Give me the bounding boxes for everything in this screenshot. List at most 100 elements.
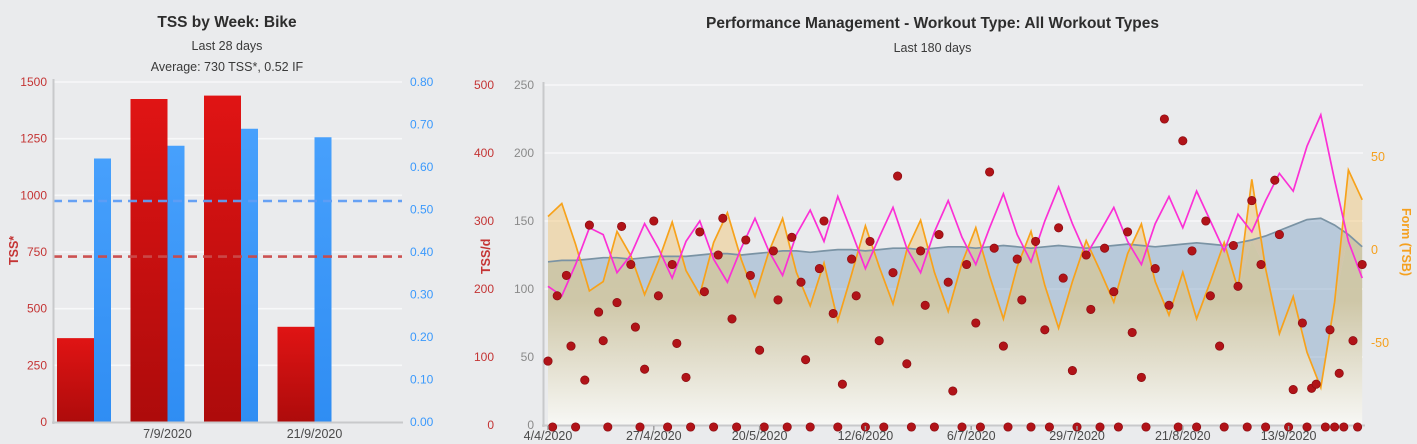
daily-tss-dot[interactable]	[1348, 336, 1358, 346]
daily-tss-dot[interactable]	[1109, 287, 1119, 297]
daily-tss-dot[interactable]	[640, 364, 650, 374]
daily-tss-dot[interactable]	[975, 422, 985, 432]
daily-tss-dot[interactable]	[1205, 291, 1215, 301]
daily-tss-dot[interactable]	[718, 213, 728, 223]
daily-tss-dot[interactable]	[663, 422, 673, 432]
daily-tss-dot[interactable]	[1215, 341, 1225, 351]
daily-tss-dot[interactable]	[1178, 136, 1188, 146]
daily-tss-dot[interactable]	[865, 236, 875, 246]
daily-tss-dot[interactable]	[1297, 318, 1307, 328]
daily-tss-dot[interactable]	[1026, 422, 1036, 432]
daily-tss-dot[interactable]	[943, 277, 953, 287]
daily-tss-dot[interactable]	[1054, 223, 1064, 233]
daily-tss-dot[interactable]	[916, 246, 926, 256]
daily-tss-dot[interactable]	[1242, 422, 1252, 432]
daily-tss-dot[interactable]	[686, 422, 696, 432]
daily-tss-dot[interactable]	[1219, 422, 1229, 432]
daily-tss-dot[interactable]	[1311, 379, 1321, 389]
daily-tss-dot[interactable]	[584, 220, 594, 230]
daily-tss-dot[interactable]	[801, 355, 811, 365]
daily-tss-dot[interactable]	[1150, 264, 1160, 274]
daily-tss-dot[interactable]	[1247, 196, 1257, 206]
daily-tss-dot[interactable]	[819, 216, 829, 226]
daily-tss-dot[interactable]	[1095, 422, 1105, 432]
daily-tss-dot[interactable]	[814, 264, 824, 274]
daily-tss-dot[interactable]	[879, 422, 889, 432]
daily-tss-dot[interactable]	[893, 171, 903, 181]
daily-tss-dot[interactable]	[695, 227, 705, 237]
daily-tss-dot[interactable]	[1201, 216, 1211, 226]
daily-tss-dot[interactable]	[1086, 304, 1096, 314]
daily-tss-dot[interactable]	[1081, 250, 1091, 260]
daily-tss-dot[interactable]	[543, 356, 553, 366]
daily-tss-dot[interactable]	[962, 259, 972, 270]
orange-form-line[interactable]	[547, 166, 1363, 391]
daily-tss-dot[interactable]	[1270, 175, 1280, 185]
daily-tss-dot[interactable]	[1288, 385, 1298, 395]
daily-tss-dot[interactable]	[796, 277, 806, 287]
daily-tss-dot[interactable]	[1127, 327, 1137, 338]
if-week-bar[interactable]	[167, 145, 185, 423]
daily-tss-dot[interactable]	[1274, 230, 1284, 240]
daily-tss-dot[interactable]	[1330, 422, 1340, 432]
daily-tss-dot[interactable]	[653, 291, 663, 301]
if-week-bar[interactable]	[241, 128, 258, 423]
daily-tss-dot[interactable]	[833, 422, 843, 432]
tss-week-bar[interactable]	[130, 99, 168, 423]
daily-tss-dot[interactable]	[1164, 300, 1174, 310]
daily-tss-dot[interactable]	[906, 422, 916, 432]
daily-tss-dot[interactable]	[1067, 366, 1077, 376]
daily-tss-dot[interactable]	[1040, 325, 1050, 335]
daily-tss-dot[interactable]	[888, 268, 898, 278]
daily-tss-dot[interactable]	[1233, 281, 1243, 291]
daily-tss-dot[interactable]	[1003, 422, 1013, 432]
daily-tss-dot[interactable]	[649, 216, 659, 226]
daily-tss-dot[interactable]	[612, 298, 622, 308]
daily-tss-dot[interactable]	[1192, 422, 1202, 432]
daily-tss-dot[interactable]	[630, 322, 640, 332]
daily-tss-dot[interactable]	[603, 422, 613, 432]
daily-tss-dot[interactable]	[934, 230, 944, 240]
if-week-bar[interactable]	[94, 158, 111, 424]
daily-tss-dot[interactable]	[732, 422, 742, 432]
daily-tss-dot[interactable]	[699, 287, 709, 297]
daily-tss-dot[interactable]	[1320, 422, 1330, 432]
daily-tss-dot[interactable]	[755, 345, 765, 355]
daily-tss-dot[interactable]	[989, 243, 999, 253]
daily-tss-dot[interactable]	[672, 338, 682, 348]
daily-tss-dot[interactable]	[1256, 259, 1266, 270]
daily-tss-dot[interactable]	[598, 336, 608, 346]
daily-tss-dot[interactable]	[709, 422, 719, 432]
daily-tss-dot[interactable]	[635, 422, 645, 432]
daily-tss-dot[interactable]	[957, 422, 967, 432]
daily-tss-dot[interactable]	[1187, 246, 1197, 256]
daily-tss-dot[interactable]	[1353, 422, 1363, 432]
daily-tss-dot[interactable]	[1357, 259, 1367, 270]
tss-week-bar[interactable]	[204, 95, 241, 423]
daily-tss-dot[interactable]	[847, 254, 857, 264]
daily-tss-dot[interactable]	[1017, 295, 1027, 305]
daily-tss-dot[interactable]	[929, 422, 939, 432]
daily-tss-dot[interactable]	[805, 422, 815, 432]
daily-tss-dot[interactable]	[1261, 422, 1271, 432]
daily-tss-dot[interactable]	[998, 341, 1008, 351]
daily-tss-dot[interactable]	[1123, 227, 1133, 237]
daily-tss-dot[interactable]	[971, 318, 981, 328]
daily-tss-dot[interactable]	[851, 291, 861, 301]
daily-tss-dot[interactable]	[667, 259, 677, 270]
daily-tss-dot[interactable]	[1339, 422, 1349, 432]
daily-tss-dot[interactable]	[727, 314, 737, 324]
daily-tss-dot[interactable]	[571, 422, 581, 432]
daily-tss-dot[interactable]	[1031, 236, 1041, 246]
daily-tss-dot[interactable]	[1325, 325, 1335, 335]
daily-tss-dot[interactable]	[1100, 243, 1110, 253]
daily-tss-dot[interactable]	[768, 246, 778, 256]
daily-tss-dot[interactable]	[902, 359, 912, 369]
daily-tss-dot[interactable]	[1136, 372, 1146, 382]
daily-tss-dot[interactable]	[1044, 422, 1054, 432]
daily-tss-dot[interactable]	[1159, 114, 1169, 124]
daily-tss-dot[interactable]	[1012, 254, 1022, 264]
daily-tss-dot[interactable]	[985, 167, 995, 177]
